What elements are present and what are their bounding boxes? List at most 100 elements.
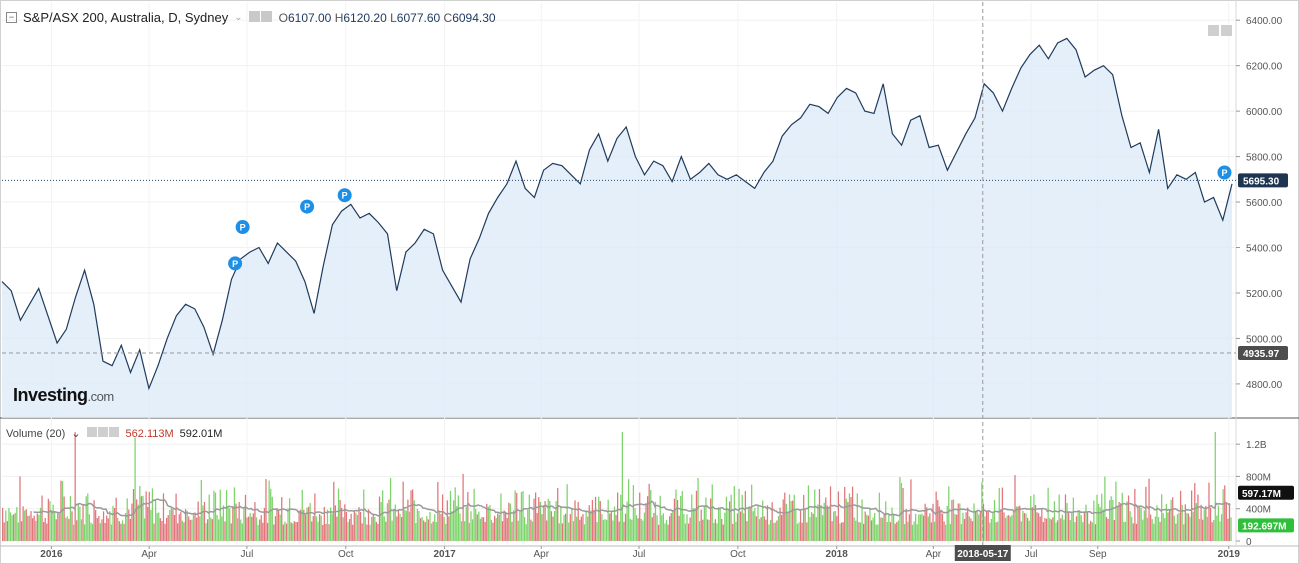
volume-bar — [13, 514, 15, 541]
volume-close-icon[interactable] — [108, 427, 119, 437]
volume-bar — [678, 515, 680, 541]
volume-bar — [112, 505, 114, 541]
volume-bar — [681, 491, 683, 541]
volume-bar — [541, 514, 543, 541]
volume-bar — [153, 523, 155, 541]
volume-bar — [424, 522, 426, 541]
volume-bar — [63, 496, 65, 541]
volume-bar — [747, 506, 750, 541]
volume-bar — [714, 519, 717, 541]
volume-bar — [148, 491, 150, 541]
volume-bar — [1195, 503, 1197, 541]
volume-bar — [593, 509, 595, 541]
volume-bar — [303, 509, 305, 541]
volume-bar — [799, 510, 802, 541]
volume-bar — [536, 513, 538, 541]
volume-bar — [1009, 516, 1011, 541]
volume-tick-label: 0 — [1246, 537, 1252, 548]
volume-bar — [921, 513, 923, 541]
scroll-left-icon[interactable] — [1208, 25, 1219, 36]
volume-bar — [347, 522, 349, 541]
volume-bar — [1230, 517, 1232, 541]
volume-bar — [634, 508, 636, 541]
volume-bar — [1093, 500, 1095, 541]
volume-bar — [80, 519, 83, 541]
volume-bar — [449, 490, 452, 541]
volume-bar — [292, 523, 294, 541]
volume-bar — [583, 524, 586, 541]
volume-bar — [271, 496, 273, 541]
volume-bar — [553, 511, 556, 541]
volume-bar — [115, 497, 117, 541]
volume-bar — [11, 515, 13, 541]
volume-bar — [76, 520, 78, 541]
scroll-right-icon[interactable] — [1221, 25, 1232, 36]
volume-bar — [904, 524, 906, 541]
volume-bar — [467, 492, 469, 541]
volume-bar — [826, 505, 828, 541]
volume-bar — [831, 521, 833, 541]
volume-bar — [1104, 476, 1106, 541]
volume-bar — [9, 512, 12, 541]
collapse-legend-icon[interactable]: − — [6, 12, 17, 23]
volume-bar — [301, 489, 303, 541]
volume-bar — [254, 502, 256, 541]
volume-bar — [1064, 494, 1067, 541]
volume-bar — [1003, 512, 1005, 541]
volume-bar — [1162, 513, 1164, 541]
volume-bar — [419, 518, 422, 541]
volume-bar — [348, 519, 351, 541]
volume-bar — [453, 500, 455, 541]
volume-bar — [569, 514, 571, 541]
volume-bar — [927, 516, 929, 541]
volume-bar — [711, 484, 713, 541]
volume-bar — [1129, 511, 1131, 541]
volume-bar — [318, 514, 321, 541]
volume-bar — [129, 519, 131, 541]
volume-title[interactable]: Volume (20) — [6, 427, 66, 440]
volume-bar — [1116, 506, 1119, 541]
title-dropdown-icon[interactable]: ⌄ — [234, 12, 243, 23]
volume-bar — [104, 523, 106, 541]
volume-bar — [1161, 494, 1163, 541]
volume-bar — [279, 514, 281, 541]
volume-bar — [95, 510, 97, 541]
volume-bar — [295, 522, 297, 541]
visibility-icon[interactable] — [248, 11, 260, 22]
volume-bar — [307, 506, 310, 541]
volume-bar — [658, 524, 660, 541]
volume-dropdown-icon[interactable]: ⌄ — [71, 428, 81, 440]
volume-bar — [596, 522, 598, 541]
volume-bar — [1028, 520, 1030, 541]
volume-bar — [1191, 490, 1193, 541]
volume-bar — [1189, 516, 1191, 541]
volume-bar — [1085, 504, 1087, 541]
volume-bar — [476, 514, 478, 541]
volume-bar — [397, 509, 400, 541]
volume-bar — [834, 511, 836, 541]
volume-bar — [1101, 493, 1103, 541]
volume-bar — [587, 516, 589, 541]
volume-bar — [982, 503, 985, 541]
volume-bar — [916, 524, 918, 541]
volume-bar — [588, 505, 590, 541]
volume-bar — [1148, 478, 1150, 541]
volume-bar — [50, 510, 53, 541]
volume-settings-icon[interactable] — [97, 427, 108, 437]
volume-bar — [273, 524, 275, 541]
volume-bar — [754, 508, 756, 541]
volume-bar — [16, 507, 18, 541]
volume-bar — [246, 517, 248, 541]
volume-bar — [1145, 486, 1147, 541]
settings-icon[interactable] — [260, 11, 272, 22]
volume-visibility-icon[interactable] — [86, 427, 97, 437]
volume-bar — [840, 522, 843, 541]
volume-bar — [735, 521, 737, 541]
volume-bar — [57, 512, 59, 541]
volume-bars — [2, 432, 1232, 541]
volume-bar — [241, 523, 243, 541]
volume-bar — [1146, 517, 1149, 541]
volume-bar — [38, 514, 40, 541]
instrument-title[interactable]: S&P/ASX 200, Australia, D, Sydney — [23, 10, 229, 25]
